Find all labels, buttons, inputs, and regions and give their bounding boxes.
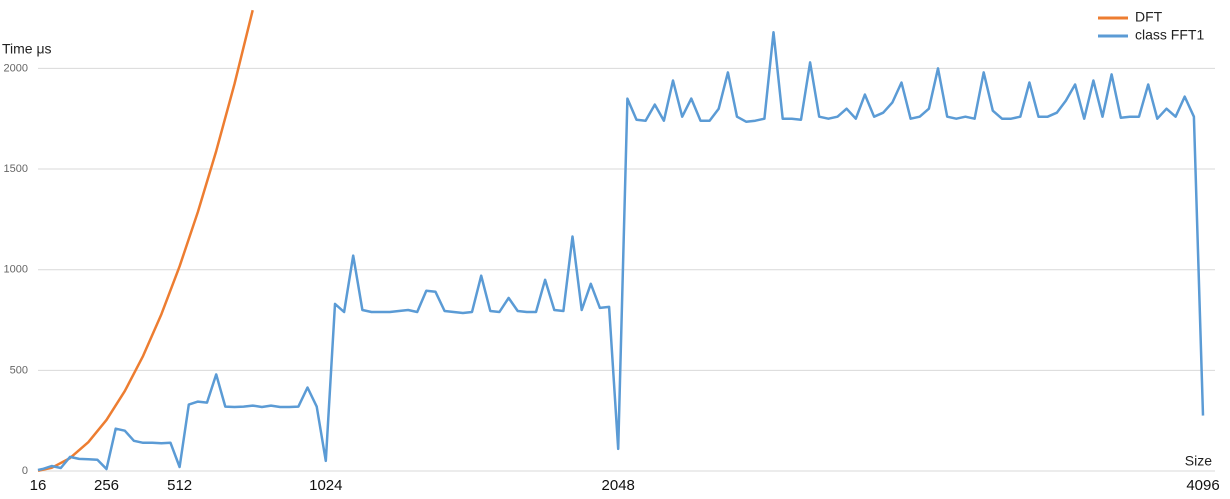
x-tick-label: 4096 <box>1186 477 1219 494</box>
x-tick-label: 256 <box>94 477 119 494</box>
y-tick-label: 0 <box>22 465 28 477</box>
x-tick-label: 1024 <box>309 477 342 494</box>
x-tick-label: 16 <box>30 477 47 494</box>
y-axis-label: Time μs <box>2 41 52 57</box>
line-series <box>37 30 1205 472</box>
x-tick-label: 512 <box>167 477 192 494</box>
y-tick-label: 500 <box>10 364 28 376</box>
y-tick-label: 1000 <box>4 264 28 276</box>
legend-label: class FFT1 <box>1135 27 1204 43</box>
line-series <box>37 9 254 473</box>
x-tick-label: 2048 <box>602 477 635 494</box>
y-tick-label: 2000 <box>4 62 28 74</box>
x-axis-label: Size <box>1185 453 1212 469</box>
legend-label: DFT <box>1135 9 1163 25</box>
y-tick-label: 1500 <box>4 163 28 175</box>
